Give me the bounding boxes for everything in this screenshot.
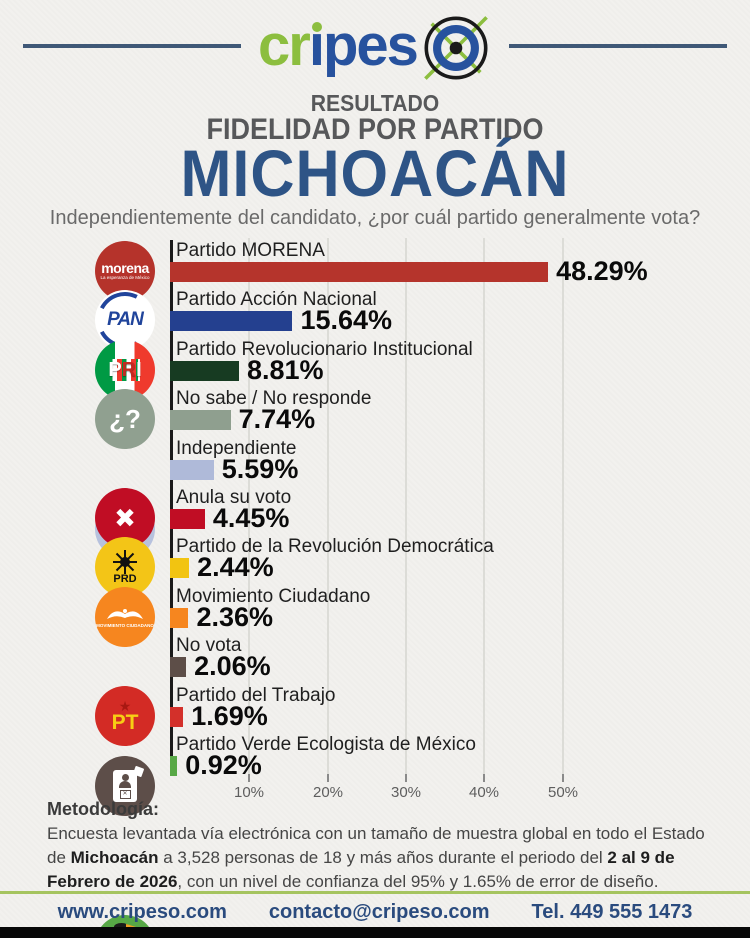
footer: www.cripeso.com contacto@cripeso.com Tel… [0,901,750,924]
party-label: Anula su voto [176,487,292,508]
chart-row-mc: Movimiento Ciudadano 2.36% [170,586,740,632]
chart-row-independiente: Independiente 5.59% [170,438,740,484]
methodology-heading: Metodología: [47,799,159,819]
bar-prd [170,558,190,578]
eagle-icon [107,609,143,620]
x-tick-label: 50% [547,784,579,801]
chart-title: FIDELIDAD POR PARTIDO [206,113,544,146]
prd-logo-text: PRD [113,572,137,585]
logo-text-green: cr [258,13,311,78]
ballot-fold [132,765,145,778]
bar-no-vota [170,657,187,677]
x-tick [483,774,485,782]
pt-logo-text: PT [111,710,139,734]
logo-i-dot [311,22,322,32]
x-tick [248,774,250,782]
x-tick [405,774,407,782]
kicker-title: RESULTADO [310,90,440,116]
party-label: Independiente [176,438,297,459]
bar-anula [170,509,205,529]
pt-logo-icon: ★ PT [95,686,155,746]
ballot-paper: ✕ [113,765,145,802]
chart-row-morena: Partido MORENA 48.29% [170,240,740,286]
bar-pri [170,361,239,381]
chart-row-no-vota: No vota 2.06% [170,635,740,681]
ballot-icon: ✕ [95,756,155,816]
bar-value: 48.29% [556,256,648,286]
survey-question: Independientemente del candidato, ¿por c… [49,207,701,229]
bar-value: 1.69% [191,701,268,731]
cripeso-logo: cr ı pes [0,6,750,86]
chart-row-prd: Partido de la Revolución Democrática 2.4… [170,536,740,582]
x-tick [562,774,564,782]
bar-independiente [170,460,214,480]
gridline-10 [248,238,250,775]
bar-value: 5.59% [221,454,299,484]
bar-value: 0.92% [185,750,262,780]
bar-value: 2.44% [197,552,274,582]
party-label: Movimiento Ciudadano [176,586,371,607]
party-label: Partido Revolucionario Institucional [176,339,473,360]
party-label: Partido de la Revolución Democrática [176,536,494,557]
party-label: Partido MORENA [176,240,325,261]
bar-value: 7.74% [238,404,316,434]
x-tick [327,774,329,782]
party-label: No sabe / No responde [176,388,372,409]
party-label: Partido del Trabajo [176,685,336,706]
morena-logo-subtext: La esperanza de México [100,275,150,280]
footer-website[interactable]: www.cripeso.com [57,901,227,923]
mc-logo-text: MOVIMIENTO CIUDADANO [96,623,154,629]
y-axis-line [170,240,173,774]
bar-value: 8.81% [246,355,324,385]
chart-row-pan: Partido Acción Nacional 15.64% [170,289,740,335]
footer-separator [0,891,750,894]
gridline-20 [327,238,329,775]
logo-text-blue: pes [323,13,419,78]
x-tick-label: 10% [233,784,265,801]
x-tick-label: 30% [390,784,422,801]
pt-star-icon: ★ [118,697,132,714]
gridline-30 [405,238,407,775]
bar-value: 15.64% [300,305,393,335]
bar-morena [170,262,549,282]
bar-pt [170,707,184,727]
chart-row-anula: Anula su voto 4.45% [170,487,740,533]
methodology-text: Encuesta levantada vía electrónica con u… [47,824,705,892]
header-rule-right [509,44,727,48]
bar-value: 4.45% [212,503,290,533]
mc-logo-icon: MOVIMIENTO CIUDADANO [95,587,155,647]
party-label: Partido Verde Ecologista de México [176,734,476,755]
chart-row-verde: Partido Verde Ecologista de México 0.92% [170,734,740,780]
ballot-x-box: ✕ [119,790,131,799]
x-tick-label: 40% [468,784,500,801]
region-title: MICHOACÁN [180,137,570,211]
bottom-black-bar [0,927,750,938]
gridline-50 [562,238,564,775]
question-mark-icon: ¿? [95,389,155,449]
pan-logo-text: PAN [107,309,144,330]
prd-sun-icon [113,549,137,574]
ballot-person-head [121,774,129,781]
header-rule-left [23,44,241,48]
chart-row-pri: Partido Revolucionario Institucional 8.8… [170,339,740,385]
logo-letter-i: ı [308,13,325,78]
footer-email[interactable]: contacto@cripeso.com [268,901,490,923]
target-icon [424,16,488,80]
bar-value: 2.36% [196,602,274,632]
bar-verde [170,756,178,776]
ballot-person-body [119,781,131,788]
party-label: Partido Acción Nacional [176,289,377,310]
bar-value: 2.06% [194,651,271,681]
footer-phone[interactable]: Tel. 449 555 1473 [531,901,693,923]
chart-row-no-sabe: No sabe / No responde 7.74% [170,388,740,434]
party-label: No vota [176,635,242,656]
x-tick-label: 20% [312,784,344,801]
bar-mc [170,608,189,628]
morena-logo-text: morena [101,260,149,276]
bar-pan [170,311,293,331]
gridline-40 [483,238,485,775]
chart-row-pt: Partido del Trabajo 1.69% [170,685,740,731]
bar-no-sabe [170,410,231,430]
